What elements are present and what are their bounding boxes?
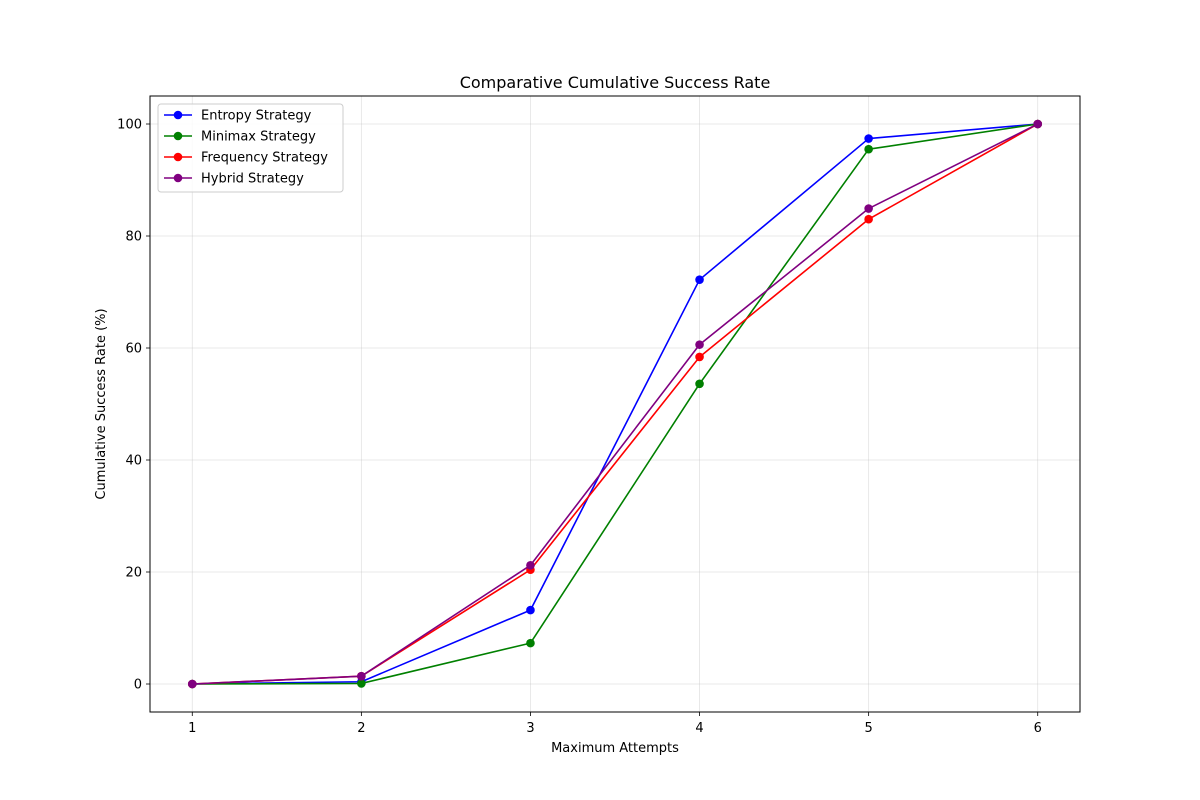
y-tick-label: 20 bbox=[125, 566, 142, 581]
x-tick-label: 2 bbox=[357, 721, 365, 736]
series-line bbox=[192, 123, 1038, 685]
data-point bbox=[526, 560, 535, 570]
data-point bbox=[357, 671, 366, 681]
y-tick-label: 0 bbox=[134, 678, 142, 693]
x-tick-label: 1 bbox=[188, 721, 196, 736]
y-tick-label: 60 bbox=[125, 342, 142, 357]
y-tick-label: 100 bbox=[117, 118, 142, 133]
legend: Entropy Strategy Minimax Strategy Frequenc… bbox=[157, 103, 344, 193]
y-tick-label: 40 bbox=[125, 454, 142, 469]
series-hybrid-strategy bbox=[187, 119, 1043, 689]
plot-frame bbox=[149, 95, 1081, 713]
y-tick-label: 80 bbox=[125, 230, 142, 245]
legend-label: Frequency Strategy bbox=[201, 151, 328, 166]
legend-item: Minimax Strategy bbox=[164, 130, 316, 145]
data-point bbox=[864, 144, 873, 154]
data-point bbox=[695, 275, 704, 284]
legend-label: Entropy Strategy bbox=[201, 109, 312, 124]
legend-label: Minimax Strategy bbox=[201, 130, 316, 145]
legend-swatch-marker bbox=[173, 110, 183, 120]
legend-item: Entropy Strategy bbox=[164, 109, 312, 124]
x-tick-label: 3 bbox=[526, 721, 534, 736]
x-tick-label: 5 bbox=[864, 721, 872, 736]
series-line bbox=[192, 123, 1039, 685]
data-point bbox=[1033, 119, 1043, 129]
legend-label: Hybrid Strategy bbox=[201, 172, 304, 187]
data-point bbox=[526, 638, 535, 648]
legend-swatch-marker bbox=[173, 131, 183, 141]
data-point bbox=[357, 679, 366, 688]
chart-title: Comparative Cumulative Success Rate bbox=[460, 73, 771, 92]
data-point bbox=[526, 605, 535, 615]
data-point bbox=[187, 679, 197, 689]
legend-item: Hybrid Strategy bbox=[164, 172, 304, 187]
data-point bbox=[864, 204, 873, 213]
legend-item: Frequency Strategy bbox=[164, 151, 328, 166]
series-group bbox=[187, 119, 1043, 689]
data-point bbox=[864, 214, 873, 224]
data-point bbox=[695, 340, 704, 349]
y-axis-label: Cumulative Success Rate (%) bbox=[94, 308, 109, 499]
data-point bbox=[864, 134, 873, 143]
legend-swatch-marker bbox=[173, 152, 183, 162]
x-axis-label: Maximum Attempts bbox=[551, 741, 679, 756]
data-point bbox=[695, 379, 704, 389]
grid bbox=[150, 96, 1080, 712]
data-point bbox=[695, 352, 704, 362]
x-tick-label: 6 bbox=[1034, 721, 1042, 736]
x-tick-label: 4 bbox=[695, 721, 703, 736]
legend-box bbox=[157, 103, 344, 193]
series-line bbox=[192, 123, 1038, 685]
legend-swatch-marker bbox=[173, 173, 183, 183]
